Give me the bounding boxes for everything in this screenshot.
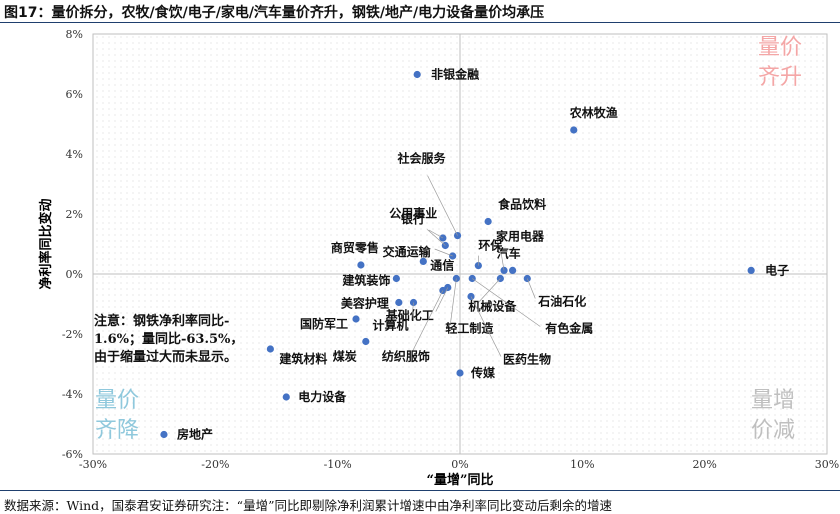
- point-label: 电子: [765, 262, 789, 277]
- y-tick-label: 4%: [66, 148, 83, 161]
- data-point: [484, 217, 492, 226]
- x-tick-label: -10%: [324, 458, 352, 471]
- point-label: 美容护理: [341, 296, 389, 311]
- chart-note-line: 注意：钢铁净利率同比-: [94, 314, 230, 329]
- quadrant-label: 齐升: [758, 65, 802, 90]
- point-label: 房地产: [177, 427, 213, 442]
- point-label: 银行: [401, 211, 425, 226]
- chart-note: 注意：钢铁净利率同比- 1.6%；量同比-63.5%， 由于缩量过大而未显示。: [94, 313, 254, 367]
- leader-line: [428, 229, 444, 239]
- quadrant-label: 齐降: [95, 418, 139, 443]
- point-label: 计算机: [372, 318, 408, 333]
- source-note: 数据来源：Wind，国泰君安证券研究注：“量增”同比即剔除净利润累计增速中由净利…: [4, 498, 612, 513]
- leader-line: [411, 302, 414, 321]
- data-point: [160, 430, 168, 439]
- leader-line: [499, 246, 505, 271]
- y-tick-label: 6%: [66, 88, 83, 101]
- point-label: 机械设备: [468, 299, 517, 314]
- point-label: 医药生物: [503, 352, 551, 367]
- leader-line: [434, 248, 453, 257]
- x-tick-label: -20%: [201, 458, 229, 471]
- point-label: 通信: [430, 257, 454, 272]
- point-label: 非银金融: [431, 67, 479, 82]
- point-label: 公用事业: [389, 206, 437, 221]
- point-label: 国防军工: [300, 316, 348, 331]
- data-point: [357, 261, 365, 269]
- x-tick-label: 20%: [692, 458, 716, 471]
- data-point: [456, 369, 464, 377]
- point-label: 交通运输: [383, 244, 432, 259]
- leader-line: [412, 290, 444, 351]
- y-tick-label: 0%: [66, 268, 83, 281]
- leader-line: [470, 296, 502, 357]
- point-label: 传媒: [470, 365, 496, 380]
- chart-note-line: 1.6%；量同比-63.5%，: [94, 332, 244, 347]
- data-point: [395, 298, 403, 307]
- x-tick-label: 0%: [451, 458, 468, 471]
- x-tick-label: 30%: [815, 458, 839, 471]
- point-label: 汽车: [497, 245, 521, 260]
- leader-line: [449, 278, 457, 325]
- x-tick-label: -30%: [79, 458, 107, 471]
- quadrant-label: 量增: [751, 388, 795, 413]
- data-point: [747, 266, 755, 274]
- title-bar: 图17：量价拆分，农牧/食饮/电子/家电/汽车量价齐升，钢铁/地产/电力设备量价…: [0, 0, 840, 23]
- y-tick-label: 8%: [66, 28, 83, 41]
- y-tick-label: -4%: [62, 388, 83, 401]
- data-point: [362, 337, 370, 346]
- point-label: 轻工制造: [445, 321, 494, 336]
- leader-line: [427, 229, 446, 246]
- y-tick-label: 2%: [66, 208, 83, 221]
- x-axis-title: “量增”同比: [427, 472, 494, 488]
- y-tick-label: -2%: [62, 328, 83, 341]
- point-label: 社会服务: [397, 151, 447, 166]
- data-point: [509, 266, 517, 274]
- data-point: [266, 345, 274, 353]
- point-label: 食品饮料: [497, 197, 546, 212]
- leader-line: [526, 278, 536, 299]
- x-tick-label: 10%: [570, 458, 594, 471]
- data-point: [392, 274, 400, 283]
- leader-line: [472, 278, 541, 327]
- quadrant-label: 量价: [95, 388, 139, 413]
- point-label: 有色金属: [545, 321, 593, 336]
- point-label: 基础化工: [385, 308, 434, 323]
- data-point: [413, 70, 421, 79]
- quadrant-label: 价减: [751, 418, 795, 443]
- footer-divider: [0, 490, 840, 491]
- page-title: 图17：量价拆分，农牧/食饮/电子/家电/汽车量价齐升，钢铁/地产/电力设备量价…: [4, 5, 545, 21]
- point-label: 电力设备: [298, 389, 347, 404]
- point-label: 环保: [478, 238, 503, 253]
- leader-line: [435, 287, 449, 312]
- scatter-chart: -30% -20% -10% 0% 10% 20% 30% -6% -4% -2% 0% 2% 4% 6%…: [38, 28, 839, 488]
- point-label: 家用电器: [496, 228, 545, 243]
- data-point: [419, 257, 427, 265]
- point-label: 建筑装饰: [341, 273, 390, 288]
- point-label: 纺织服饰: [382, 349, 430, 364]
- point-label: 煤炭: [333, 349, 357, 364]
- y-tick-label: -6%: [62, 448, 83, 461]
- data-point: [570, 126, 578, 134]
- point-label: 农林牧渔: [569, 105, 618, 120]
- y-axis-title: 净利率同比变动: [38, 198, 54, 289]
- quadrant-label: 量价: [758, 35, 802, 60]
- point-label: 商贸零售: [331, 240, 379, 255]
- point-label: 石油石化: [537, 294, 586, 309]
- chart-note-line: 由于缩量过大而未显示。: [94, 350, 238, 365]
- data-point: [352, 315, 360, 323]
- point-label: 建筑材料: [278, 351, 327, 366]
- data-point: [282, 393, 290, 401]
- leader-line: [427, 175, 458, 236]
